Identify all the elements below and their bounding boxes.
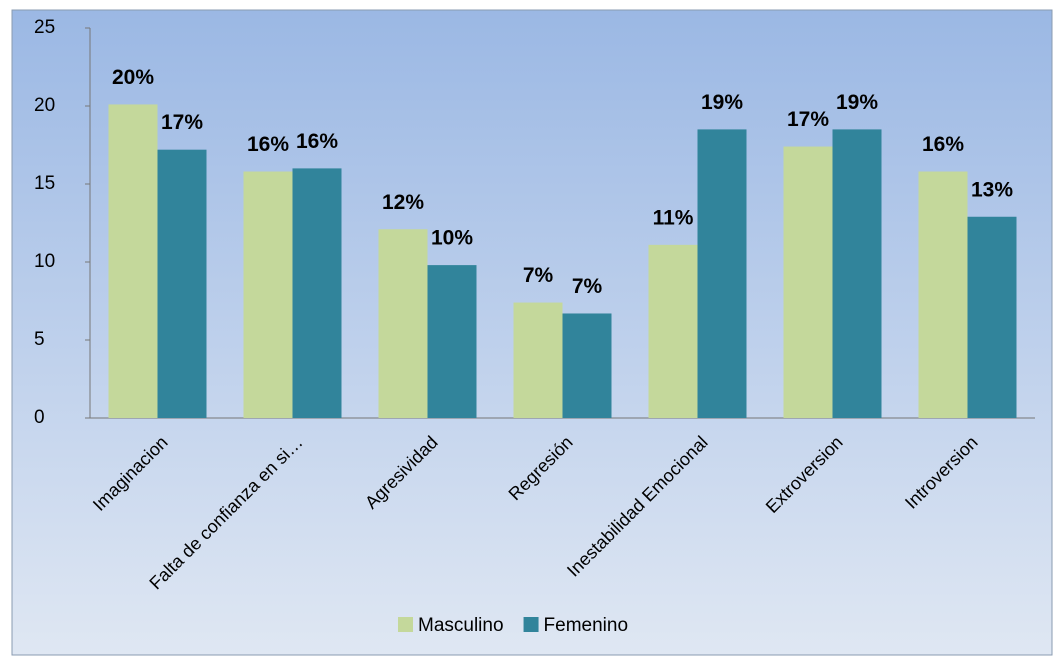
- data-label: 7%: [572, 275, 603, 298]
- data-label: 16%: [247, 133, 289, 156]
- bar: [108, 104, 158, 418]
- bar: [918, 171, 968, 418]
- legend-label: Masculino: [418, 615, 504, 636]
- data-label: 13%: [971, 178, 1013, 201]
- bar: [697, 129, 747, 418]
- bar: [967, 216, 1017, 418]
- bar: [648, 244, 698, 418]
- data-label: 11%: [653, 206, 694, 229]
- data-label: 12%: [382, 191, 424, 214]
- y-tick-label: 20: [34, 95, 55, 116]
- data-label: 20%: [112, 66, 154, 89]
- data-label: 16%: [922, 133, 964, 156]
- y-tick-label: 10: [34, 251, 55, 272]
- y-tick-label: 25: [34, 17, 55, 38]
- y-tick-label: 0: [34, 407, 45, 428]
- data-label: 17%: [787, 108, 829, 131]
- bar: [427, 265, 477, 418]
- bar: [513, 302, 563, 418]
- y-tick-label: 15: [34, 173, 55, 194]
- legend-swatch: [398, 617, 413, 632]
- legend-label: Femenino: [544, 615, 629, 636]
- bar: [157, 149, 207, 418]
- data-label: 10%: [431, 227, 473, 250]
- data-label: 7%: [523, 264, 554, 287]
- bar: [378, 229, 428, 418]
- bar: [832, 129, 882, 418]
- bar: [243, 171, 293, 418]
- data-label: 17%: [161, 111, 203, 134]
- data-label: 19%: [836, 91, 878, 114]
- bar: [783, 146, 833, 418]
- legend-swatch: [523, 617, 539, 632]
- data-label: 19%: [701, 91, 743, 114]
- bar: [562, 313, 612, 418]
- data-label: 16%: [296, 130, 338, 153]
- y-tick-label: 5: [34, 329, 45, 350]
- bar: [292, 168, 342, 418]
